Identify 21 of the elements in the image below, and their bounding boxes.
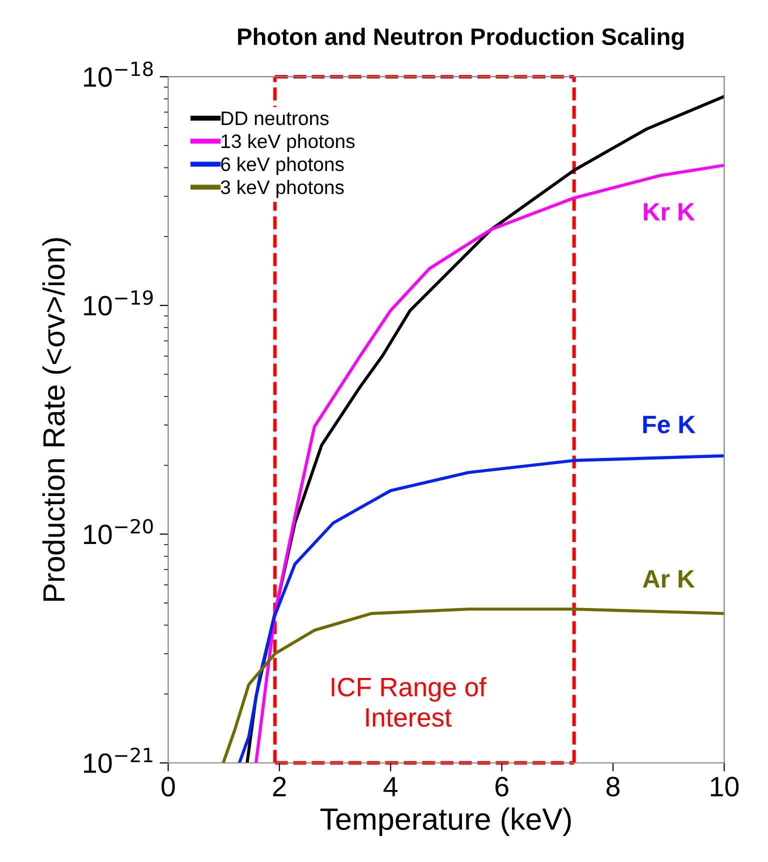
y-tick-label: 10$^{−18}$	[84, 62, 153, 87]
x-tick-label: 6	[496, 776, 508, 796]
x-tick-label: 4	[384, 777, 398, 796]
annotation: Fe K	[643, 416, 696, 434]
legend-label: 13 keV photons	[222, 134, 355, 152]
ref-line-label: ICF Range of Interest	[332, 677, 486, 727]
legend-label: 6 keV photons	[221, 156, 344, 176]
x-axis-title: Temperature (keV)	[320, 808, 571, 836]
y-tick-label: 10$^{−19}$	[84, 290, 153, 316]
x-tick-label: 0	[162, 776, 175, 796]
y-tick-label: 10$^{−20}$	[84, 518, 153, 544]
legend-label: 3 keV photons	[220, 180, 344, 198]
y-axis-title: Production Rate (<σv>/ion)	[42, 238, 71, 601]
annotation: Kr K	[644, 203, 695, 220]
y-tick-label: 10$^{−21}$	[84, 748, 152, 773]
x-tick-label: 10	[710, 776, 739, 796]
annotation: Ar K	[642, 570, 695, 588]
x-tick-label: 8	[606, 776, 620, 796]
chart-title: Photon and Neutron Production Scaling	[238, 28, 684, 50]
x-tick-label: 2	[273, 776, 286, 796]
legend-label: DD neutrons	[222, 112, 329, 126]
